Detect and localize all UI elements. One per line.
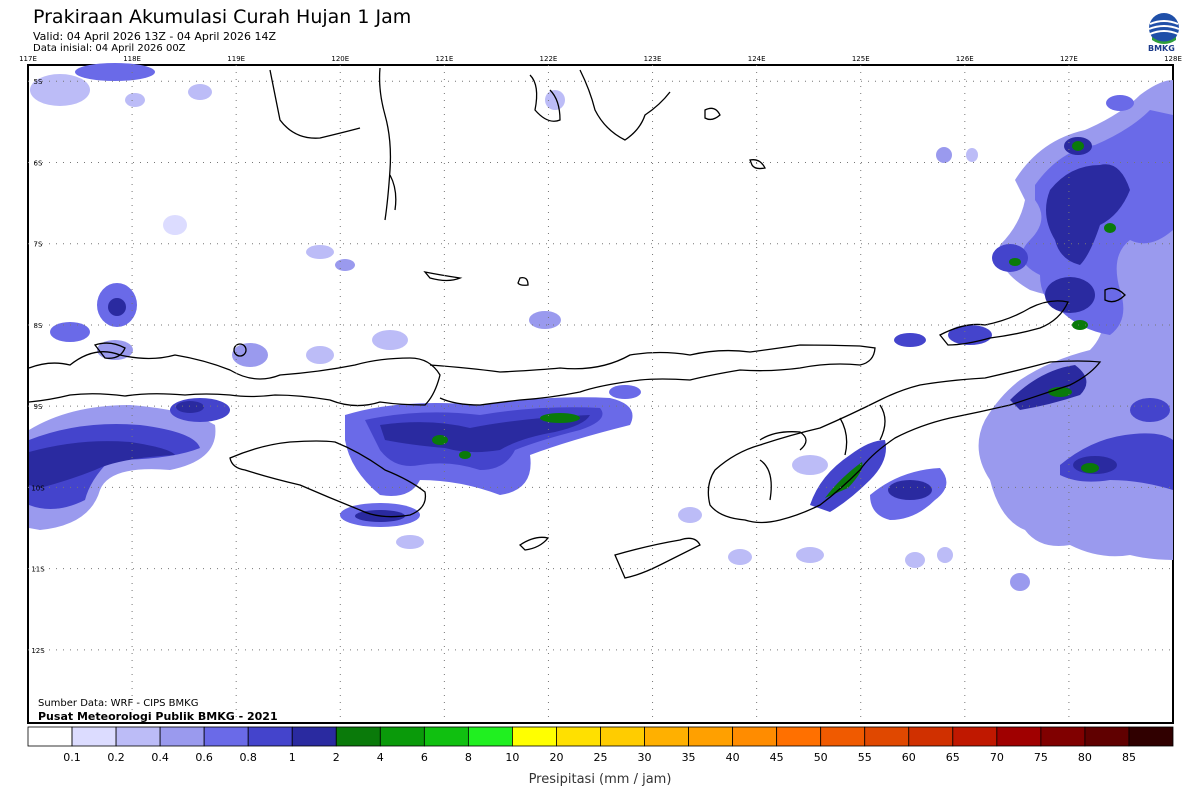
legend-swatch [732, 726, 778, 747]
lat-tick-label: 11S [31, 566, 45, 574]
legend-swatch [908, 726, 954, 747]
legend-tick-label: 55 [858, 751, 872, 764]
legend-tick-label: 65 [946, 751, 960, 764]
valid-time: Valid: 04 April 2026 13Z - 04 April 2026… [33, 30, 276, 43]
lon-tick-label: 127E [1060, 55, 1078, 63]
legend-tick-label: 8 [465, 751, 472, 764]
legend-swatch [291, 726, 337, 747]
legend-swatch [644, 726, 689, 747]
bmkg-logo-icon [1148, 13, 1180, 44]
legend-tick-label: 6 [421, 751, 428, 764]
lon-tick-label: 120E [331, 55, 349, 63]
legend-tick-label: 75 [1034, 751, 1048, 764]
map-title: Prakiraan Akumulasi Curah Hujan 1 Jam [33, 6, 412, 28]
island-sumbawa [28, 351, 441, 407]
island-timor [707, 360, 1102, 524]
legend-swatch [159, 726, 205, 747]
latitude-tick-labels: 5S 6S 7S 8S 9S 10S 11S 12S [31, 78, 45, 655]
legend-tick-label: 0.8 [239, 751, 257, 764]
legend-tick-label: 30 [638, 751, 652, 764]
longitude-tick-labels: 117E 118E 119E 120E 121E 122E 123E 124E 125E 126E… [19, 55, 1182, 63]
lon-tick-label: 122E [540, 55, 558, 63]
legend-swatch [1084, 726, 1130, 747]
legend-tick-label: 45 [770, 751, 784, 764]
lon-tick-label: 119E [227, 55, 245, 63]
legend-swatch [203, 726, 249, 747]
legend-tick-label: 1 [289, 751, 296, 764]
lon-tick-label: 121E [435, 55, 453, 63]
legend-tick-label: 0.6 [195, 751, 213, 764]
legend-swatch [688, 726, 734, 747]
island-flores [429, 344, 876, 406]
legend-tick-label: 60 [902, 751, 916, 764]
legend-swatch [776, 726, 822, 747]
lat-tick-label: 5S [34, 78, 43, 86]
lon-tick-label: 124E [748, 55, 766, 63]
legend-swatch [556, 726, 601, 747]
legend-tick-label: 20 [549, 751, 563, 764]
lon-tick-label: 128E [1164, 55, 1182, 63]
legend-swatch [247, 726, 293, 747]
legend-swatch [71, 726, 117, 747]
legend-swatch [600, 726, 645, 747]
legend-swatch [820, 726, 866, 747]
legend-swatch [115, 726, 161, 747]
legend-swatch [1128, 726, 1174, 747]
legend-tick-label: 0.1 [63, 751, 81, 764]
legend-tick-label: 35 [682, 751, 696, 764]
legend-swatch [996, 726, 1042, 747]
legend-swatch [864, 726, 910, 747]
lon-tick-label: 123E [644, 55, 662, 63]
legend-swatch [512, 726, 557, 747]
gridlines [28, 65, 1173, 723]
lat-tick-label: 10S [31, 484, 45, 492]
legend-tick-label: 10 [505, 751, 519, 764]
legend-tick-label: 70 [990, 751, 1004, 764]
legend-tick-label: 0.4 [151, 751, 169, 764]
lon-tick-label: 125E [852, 55, 870, 63]
initial-data-time: Data inisial: 04 April 2026 00Z [33, 43, 186, 54]
island-sumba [229, 440, 427, 518]
legend-tick-label: 80 [1078, 751, 1092, 764]
legend-swatch [467, 726, 513, 747]
legend-tick-label: 4 [377, 751, 384, 764]
logo-label: BMKG [1148, 44, 1175, 53]
legend-tick-label: 0.2 [107, 751, 125, 764]
precipitation-layer [29, 63, 1173, 591]
legend-swatch [1040, 726, 1086, 747]
lon-tick-label: 117E [19, 55, 37, 63]
lon-tick-label: 126E [956, 55, 974, 63]
lat-tick-label: 7S [34, 241, 43, 249]
lat-tick-label: 9S [34, 403, 43, 411]
data-source: Sumber Data: WRF - CIPS BMKG [38, 698, 199, 709]
coastlines [28, 67, 1126, 579]
lat-tick-label: 8S [34, 322, 43, 330]
legend-swatch [27, 726, 73, 747]
legend-unit-label: Presipitasi (mm / jam) [528, 772, 672, 787]
legend-swatch [335, 726, 381, 747]
lat-tick-label: 6S [34, 159, 43, 167]
organization-credit: Pusat Meteorologi Publik BMKG - 2021 [38, 710, 278, 723]
rain-patch-west-dark [29, 441, 175, 488]
legend-tick-label: 50 [814, 751, 828, 764]
legend-tick-label: 85 [1122, 751, 1136, 764]
legend-tick-label: 2 [333, 751, 340, 764]
legend-swatch [379, 726, 425, 747]
lon-tick-label: 118E [123, 55, 141, 63]
legend-swatch [423, 726, 469, 747]
legend-tick-label: 40 [726, 751, 740, 764]
lat-tick-label: 12S [31, 647, 45, 655]
legend-tick-label: 25 [594, 751, 608, 764]
legend-swatch [952, 726, 998, 747]
